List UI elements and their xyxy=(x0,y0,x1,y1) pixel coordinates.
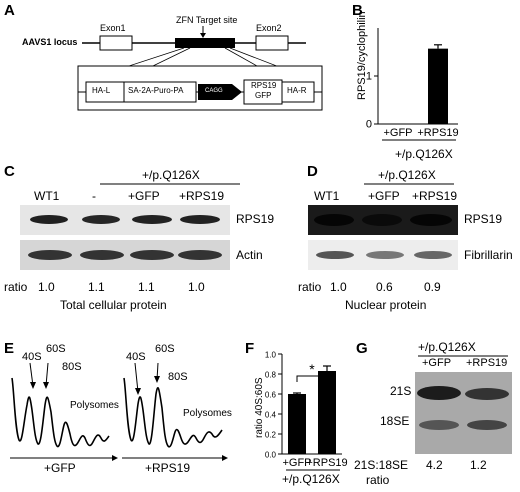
panel-label-c: C xyxy=(4,163,15,180)
panel-g-ratio-1: 4.2 xyxy=(426,458,443,472)
rps19-gfp-label-2: GFP xyxy=(255,91,272,100)
panel-d-lane-3: +RPS19 xyxy=(412,189,458,203)
profile-rps19-curve xyxy=(123,377,223,448)
panel-b-group-label: +/p.Q126X xyxy=(395,147,453,161)
panel-c-lane-3: +GFP xyxy=(128,189,160,203)
panel-label-e: E xyxy=(4,340,15,357)
exon1-label: Exon1 xyxy=(100,23,126,33)
locus-label: AAVS1 locus xyxy=(22,37,78,47)
panel-d-ratio-1: 1.0 xyxy=(330,280,347,294)
panel-c-rps19-blot xyxy=(20,205,230,235)
puro-label: SA-2A-Puro-PA xyxy=(128,86,184,95)
rps19-gfp-label-1: RPS19 xyxy=(251,81,277,90)
panel-c-actin-blot xyxy=(20,240,230,270)
panel-c-lane-2: - xyxy=(92,189,96,203)
panel-label-f: F xyxy=(245,340,255,357)
panel-f-ytick-label: 0.8 xyxy=(265,371,277,380)
panel-d-row-fibrillarin: Fibrillarin xyxy=(464,248,513,262)
profile-gfp-axis-label: +GFP xyxy=(44,461,76,475)
profile-rps19-40s: 40S xyxy=(126,351,146,363)
profile-gfp-polysomes: Polysomes xyxy=(70,400,119,411)
panel-f-category-label: +RPS19 xyxy=(306,457,347,469)
panel-b-category-label: +GFP xyxy=(383,127,412,139)
panel-d-lane-2: +GFP xyxy=(368,189,400,203)
zfn-label: ZFN Target site xyxy=(176,15,238,25)
panel-d-rps19-blot xyxy=(308,205,458,235)
panel-f-ytick-label: 0.6 xyxy=(265,391,277,400)
ha-l-label: HA-L xyxy=(92,86,111,95)
panel-f-ytick-label: 0.2 xyxy=(265,431,277,440)
panel-d-ratio-3: 0.9 xyxy=(424,280,441,294)
panel-d-ratio-2: 0.6 xyxy=(376,280,393,294)
panel-d-fibrillarin-blot xyxy=(308,240,458,270)
profile-rps19-60s: 60S xyxy=(155,343,175,355)
zfn-target-box xyxy=(175,38,235,48)
panel-g-ratio-line2: ratio xyxy=(366,473,390,487)
panel-b-bar xyxy=(428,48,448,124)
panel-label-g: G xyxy=(356,340,368,357)
panel-b-ytick-label: 0 xyxy=(366,119,372,131)
profile-rps19-polysomes: Polysomes xyxy=(183,408,232,419)
exon2-box xyxy=(255,35,289,51)
panel-f-group-label: +/p.Q126X xyxy=(282,472,340,486)
panel-c-lane-1: WT1 xyxy=(34,189,60,203)
puro-box xyxy=(123,81,197,103)
panel-d-lane-1: WT1 xyxy=(314,189,340,203)
panel-f-category-label: +GFP xyxy=(282,457,311,469)
profile-rps19-axis-label: +RPS19 xyxy=(145,461,191,475)
panel-c-row-actin: Actin xyxy=(236,248,263,262)
profile-gfp-80s: 80S xyxy=(62,361,82,373)
panel-c-ratio-1: 1.0 xyxy=(38,280,55,294)
panel-f-ytick-label: 1.0 xyxy=(265,351,277,360)
panel-f-bar xyxy=(288,394,306,454)
panel-g-band-21s: 21S xyxy=(390,384,412,398)
panel-f-significance-bracket xyxy=(296,375,328,382)
panel-d-caption: Nuclear protein xyxy=(345,298,427,312)
panel-g-group-label: +/p.Q126X xyxy=(418,340,476,354)
panel-g-lane-1: +GFP xyxy=(422,357,452,369)
panel-c-caption: Total cellular protein xyxy=(60,298,167,312)
exon1-box xyxy=(99,35,133,51)
panel-f-significance-mark: * xyxy=(309,361,315,377)
panel-label-a: A xyxy=(4,2,15,19)
profile-gfp-60s: 60S xyxy=(46,343,66,355)
panel-c-lane-4: +RPS19 xyxy=(179,189,225,203)
panel-g-ratio-line1: 21S:18SE xyxy=(354,458,409,472)
profile-gfp-curve xyxy=(11,377,110,448)
panel-c-group-label: +/p.Q126X xyxy=(142,168,200,182)
panel-g-lane-2: +RPS19 xyxy=(466,357,508,369)
panel-c-ratio-label: ratio xyxy=(4,280,28,294)
panel-c-ratio-2: 1.1 xyxy=(88,280,105,294)
exon2-label: Exon2 xyxy=(256,23,282,33)
panel-d-ratio-label: ratio xyxy=(298,280,322,294)
panel-label-b: B xyxy=(352,2,363,19)
panel-c-ratio-4: 1.0 xyxy=(188,280,205,294)
cagg-arrow xyxy=(198,84,242,100)
panel-b-category-label: +RPS19 xyxy=(417,127,458,139)
panel-c-ratio-3: 1.1 xyxy=(138,280,155,294)
ha-r-box xyxy=(281,81,315,103)
panel-g-northern-blot xyxy=(415,372,512,454)
panel-label-d: D xyxy=(307,163,318,180)
ha-r-label: HA-R xyxy=(287,86,307,95)
panel-d-row-rps19: RPS19 xyxy=(464,212,503,226)
panel-f-ytick-label: 0.4 xyxy=(265,411,277,420)
panel-b-ytick-label: 1 xyxy=(366,71,372,83)
panel-g-band-18se: 18SE xyxy=(380,414,410,428)
panel-c-row-rps19: RPS19 xyxy=(236,212,275,226)
profile-gfp-40s: 40S xyxy=(22,351,42,363)
panel-d-group-label: +/p.Q126X xyxy=(378,168,436,182)
panel-f-ytick-label: 0.0 xyxy=(265,451,277,460)
profile-rps19-80s: 80S xyxy=(168,371,188,383)
panel-g-ratio-2: 1.2 xyxy=(470,458,487,472)
cagg-label: CAGG xyxy=(205,88,223,94)
panel-f-bar xyxy=(318,371,336,454)
